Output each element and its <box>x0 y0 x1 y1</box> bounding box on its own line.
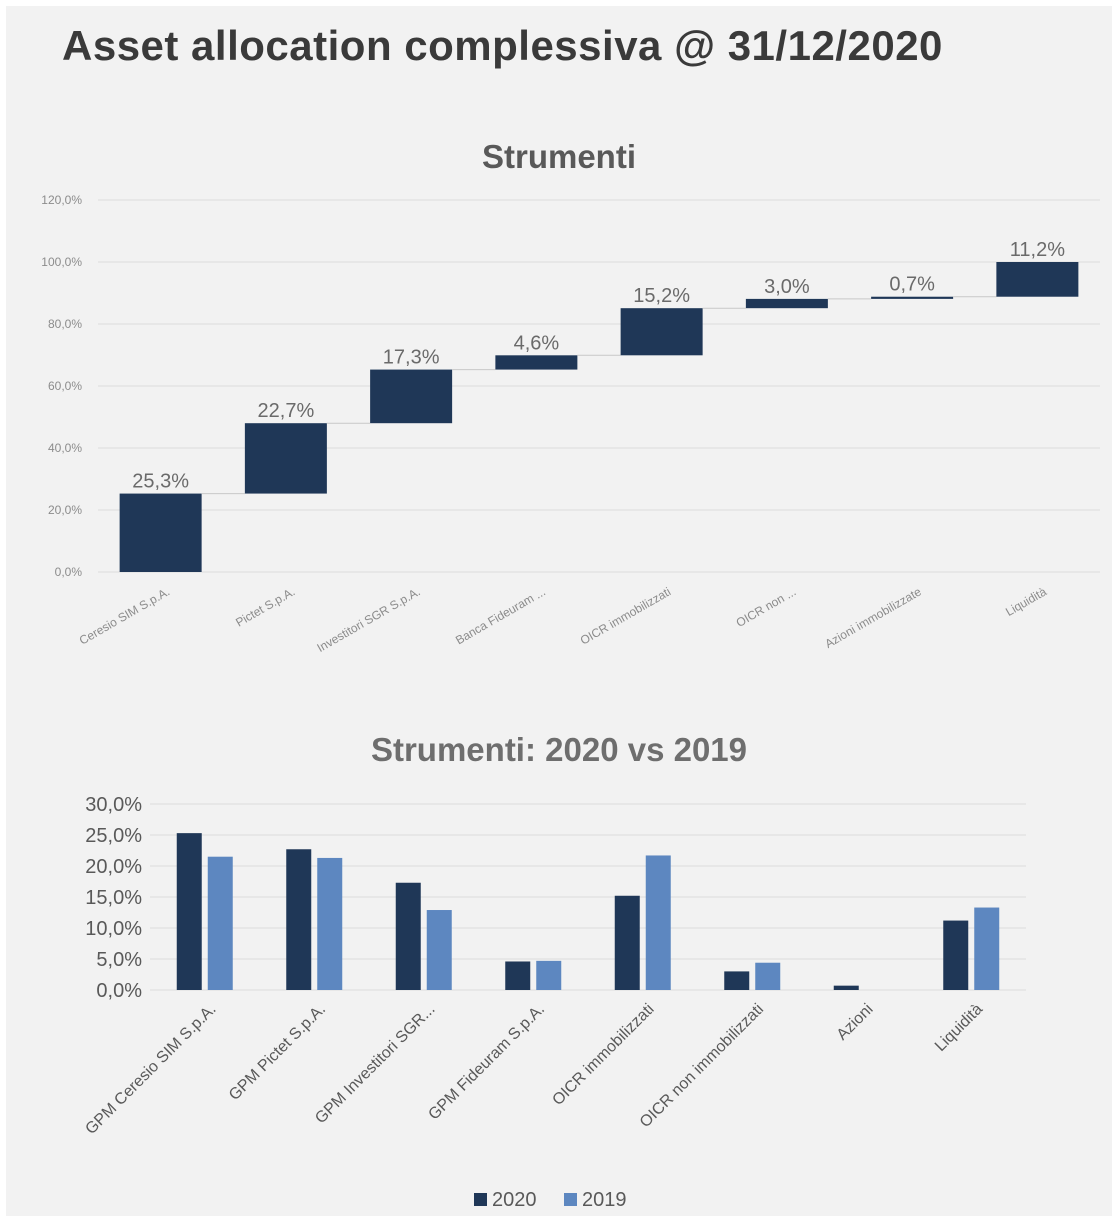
waterfall-y-tick: 60,0% <box>48 379 82 393</box>
waterfall-y-tick: 120,0% <box>41 193 82 207</box>
comparison-y-tick: 30,0% <box>85 794 142 816</box>
comparison-y-tick: 0,0% <box>96 980 142 1002</box>
comparison-bar-2020 <box>833 985 859 990</box>
waterfall-y-tick: 0,0% <box>55 565 83 579</box>
comparison-category-label: GPM Ceresio SIM S.p.A. <box>82 1001 219 1138</box>
waterfall-data-label: 25,3% <box>132 471 189 493</box>
comparison-category-label: OICR immobilizzati <box>549 1001 657 1109</box>
waterfall-data-label: 22,7% <box>258 400 315 422</box>
comparison-bar-2019 <box>974 907 1000 990</box>
comparison-bar-2020 <box>505 961 531 990</box>
waterfall-bar <box>996 262 1079 297</box>
waterfall-bar <box>495 355 578 370</box>
waterfall-data-label: 17,3% <box>383 347 440 369</box>
comparison-bar-2020 <box>395 882 421 990</box>
comparison-category-label: Azioni <box>834 1001 877 1044</box>
comparison-category-label: GPM Investitori SGR... <box>312 1001 438 1127</box>
comparison-bar-2019 <box>645 855 671 990</box>
waterfall-data-label: 3,0% <box>764 276 810 298</box>
comparison-bar-2020 <box>943 920 969 990</box>
waterfall-category-label: Liquidità <box>1003 584 1049 619</box>
comparison-y-tick: 5,0% <box>96 949 142 971</box>
waterfall-category-label: Ceresio SIM S.p.A. <box>77 584 172 647</box>
legend-swatch-2020 <box>474 1193 487 1206</box>
waterfall-category-label: OICR non ... <box>734 584 799 629</box>
legend-label-2019: 2019 <box>582 1189 627 1211</box>
comparison-bar-2019 <box>755 962 781 990</box>
waterfall-category-label: Banca Fideuram ... <box>453 584 548 647</box>
comparison-y-tick: 25,0% <box>85 825 142 847</box>
waterfall-category-label: Azioni immobilizzate <box>822 584 923 651</box>
waterfall-y-tick: 100,0% <box>41 255 82 269</box>
waterfall-y-tick: 20,0% <box>48 503 82 517</box>
comparison-bar-2019 <box>426 910 452 990</box>
comparison-category-label: OICR non immobilizzati <box>637 1001 767 1131</box>
page-title: Asset allocation complessiva @ 31/12/202… <box>62 22 943 69</box>
waterfall-category-label: Pictet S.p.A. <box>233 584 297 629</box>
slide-panel <box>6 6 1112 1216</box>
waterfall-bar <box>119 493 202 572</box>
waterfall-y-tick: 80,0% <box>48 317 82 331</box>
comparison-y-tick: 15,0% <box>85 887 142 909</box>
comparison-bar-2019 <box>207 856 233 990</box>
waterfall-category-label: OICR immobilizzati <box>578 584 673 647</box>
comparison-bar-2019 <box>317 857 343 990</box>
waterfall-data-label: 4,6% <box>514 332 560 354</box>
comparison-category-label: GPM Fideuram S.p.A. <box>425 1001 548 1124</box>
comparison-bar-2020 <box>724 971 750 990</box>
comparison-category-label: GPM Pictet S.p.A. <box>226 1001 329 1104</box>
waterfall-bar <box>745 298 828 309</box>
waterfall-data-label: 0,7% <box>889 274 935 296</box>
waterfall-y-tick: 40,0% <box>48 441 82 455</box>
legend-label-2020: 2020 <box>492 1189 537 1211</box>
waterfall-chart-title: Strumenti <box>481 138 636 175</box>
waterfall-bar <box>620 308 703 356</box>
comparison-bar-2020 <box>614 895 640 990</box>
waterfall-bar <box>871 296 954 299</box>
legend-swatch-2019 <box>564 1193 577 1206</box>
waterfall-data-label: 11,2% <box>1010 239 1065 261</box>
comparison-bar-2020 <box>176 833 202 990</box>
comparison-chart-title: Strumenti: 2020 vs 2019 <box>370 731 748 768</box>
waterfall-category-label: Investitori SGR S.p.A. <box>315 584 423 654</box>
comparison-y-tick: 20,0% <box>85 856 142 878</box>
waterfall-data-label: 15,2% <box>633 285 690 307</box>
comparison-category-label: Liquidità <box>932 1001 986 1055</box>
comparison-bar-2019 <box>536 960 562 990</box>
comparison-bar-2020 <box>286 849 312 990</box>
waterfall-bar <box>244 423 327 494</box>
waterfall-bar <box>370 369 453 424</box>
comparison-y-tick: 10,0% <box>85 918 142 940</box>
